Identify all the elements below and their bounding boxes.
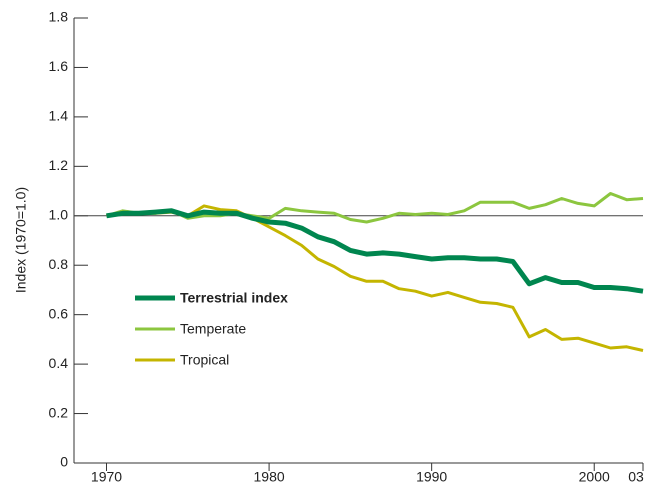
x-tick-label: 2000 <box>579 469 610 485</box>
y-tick-label: 0.4 <box>49 355 69 371</box>
series-line <box>106 204 644 352</box>
legend-label: Temperate <box>180 321 246 337</box>
series-line <box>106 208 644 294</box>
y-tick-label: 1.6 <box>49 58 69 74</box>
y-tick-label: 0 <box>60 454 68 470</box>
y-tick-label: 0.8 <box>49 256 69 272</box>
legend-label: Terrestrial index <box>180 290 288 306</box>
x-tick-label: 1980 <box>254 469 285 485</box>
y-tick-label: 0.6 <box>49 305 69 321</box>
x-tick-label: 03 <box>628 469 644 485</box>
y-tick-label: 1.4 <box>49 108 69 124</box>
y-tick-label: 1.8 <box>49 9 69 25</box>
legend-label: Tropical <box>180 352 229 368</box>
x-tick-label: 1970 <box>91 469 122 485</box>
x-tick-label: 1990 <box>416 469 447 485</box>
y-tick-label: 1.2 <box>49 157 69 173</box>
series-line <box>106 192 644 224</box>
y-axis-label: Index (1970=1.0) <box>13 187 29 293</box>
y-tick-label: 0.2 <box>49 404 69 420</box>
y-tick-label: 1.0 <box>49 206 69 222</box>
